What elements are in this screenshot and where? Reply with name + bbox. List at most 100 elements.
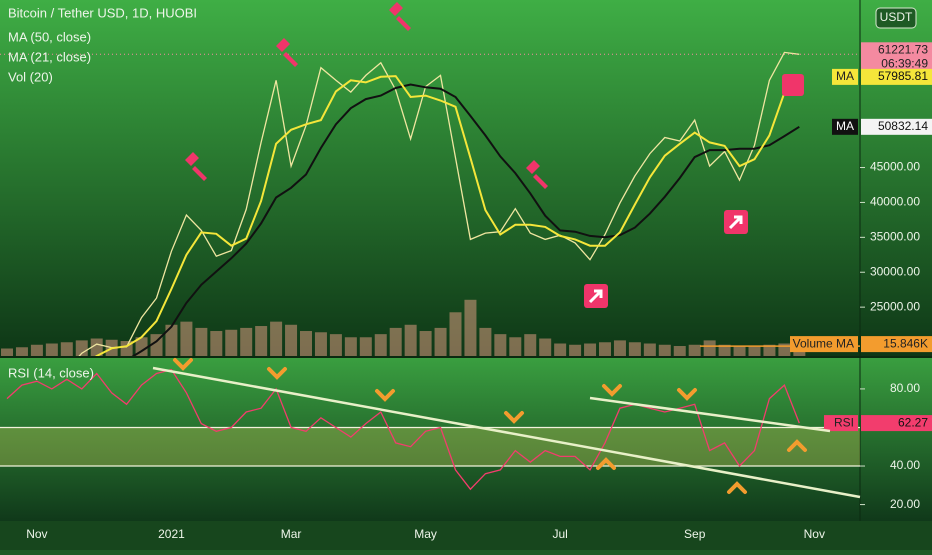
volume-ma-tag: Volume MA — [793, 336, 854, 350]
volume-bar — [1, 348, 13, 356]
annotations — [152, 2, 861, 499]
series-tag: RSI — [834, 415, 854, 429]
series-tag-box — [832, 118, 858, 135]
volume-bar — [613, 340, 626, 356]
rsi-band — [0, 427, 860, 467]
series-line — [78, 51, 800, 356]
volume-ma-value: 15.846K — [883, 336, 928, 350]
series-last-value-box — [861, 415, 932, 432]
x-tick-label: Mar — [281, 527, 302, 541]
series-last-value: 62.27 — [898, 415, 928, 429]
y-tick-label: 25000.00 — [870, 299, 920, 313]
x-tick-label: Nov — [804, 527, 825, 541]
rsi-pane — [0, 357, 932, 521]
hammer — [276, 38, 298, 67]
volume-bar — [673, 346, 686, 356]
y-tick-label: 80.00 — [890, 381, 920, 395]
hammer-icons — [185, 2, 548, 189]
volume-bar — [569, 344, 582, 356]
x-tick-label: Nov — [26, 527, 47, 541]
arrow — [588, 289, 603, 304]
x-tick-label: Jul — [552, 527, 567, 541]
volume-bar — [464, 299, 477, 356]
chevron-up — [787, 439, 807, 452]
time-axis — [0, 521, 932, 550]
volume-bar — [30, 344, 43, 356]
series-tag-box — [832, 68, 858, 85]
currency: USDT — [880, 10, 913, 24]
plot: 25000.00 30000.00 35000.00 40000.00 45000.00… — [0, 29, 932, 541]
series-tag: MA — [836, 119, 854, 133]
y-tick-label: 30000.00 — [870, 264, 920, 278]
trend-line — [589, 396, 831, 433]
hammer — [389, 2, 411, 31]
currency-badge — [875, 7, 917, 29]
volume-ma-value-box — [861, 336, 932, 353]
volume-bar — [688, 344, 701, 356]
y-tick-label: 40000.00 — [870, 195, 920, 209]
last-price-box — [861, 42, 932, 73]
trend-line — [152, 366, 861, 499]
volume-bar — [90, 338, 103, 356]
legend-entry: MA (21, close) — [8, 49, 91, 64]
volume-bar — [255, 326, 268, 356]
volume-bar — [344, 337, 357, 356]
volume-bar — [643, 343, 656, 356]
price-pane — [0, 0, 932, 357]
series-tag-box — [824, 415, 858, 432]
volume-bar — [524, 334, 537, 356]
volume-bar — [718, 344, 731, 356]
volume-bar — [225, 329, 238, 356]
volume-bar — [494, 334, 507, 356]
arrow-badges — [584, 74, 804, 308]
chevrons — [173, 358, 807, 494]
volume-bar — [599, 342, 611, 356]
volume-bar — [45, 343, 58, 356]
volume-bar — [479, 327, 492, 356]
hammer — [526, 160, 548, 189]
y-tick-label: 20.00 — [890, 497, 920, 511]
chevron-down — [504, 411, 524, 424]
volume-bar — [389, 327, 402, 356]
volume-bar — [195, 327, 208, 356]
volume-bar — [15, 347, 28, 356]
volume-bar — [419, 331, 432, 356]
series-last-value: 50832.14 — [878, 119, 928, 133]
x-tick-label: Sep — [684, 527, 706, 541]
volume-bar — [449, 312, 462, 356]
chevron-down — [375, 389, 395, 402]
series-last-value-box — [861, 68, 932, 85]
chart-title: Bitcoin / Tether USD, 1D, HUOBI — [8, 5, 197, 20]
y-tick-label: 35000.00 — [870, 230, 920, 244]
volume-bar — [329, 334, 342, 356]
volume-bar — [404, 324, 417, 356]
volume-bar — [554, 343, 567, 356]
series-tag: MA — [836, 69, 854, 83]
volume-bar — [434, 327, 447, 356]
volume-bar — [180, 321, 193, 356]
volume-bar — [270, 321, 283, 356]
chevron-down — [267, 367, 287, 380]
x-tick-label: 2021 — [158, 527, 185, 541]
chevron-down — [173, 358, 193, 371]
volume-bar — [584, 343, 597, 356]
series-line — [6, 368, 800, 491]
legend-entry: Vol (20) — [8, 69, 53, 84]
y-tick-label: 45000.00 — [870, 160, 920, 174]
volume-bar — [374, 334, 387, 356]
volume-bar — [285, 324, 298, 356]
volume-bar — [135, 337, 148, 356]
volume-bar — [748, 346, 761, 356]
x-tick-label: May — [414, 527, 437, 541]
chevron-up — [596, 457, 616, 470]
volume-bar — [210, 331, 223, 356]
volume-bar — [240, 327, 253, 356]
chevron-down — [677, 388, 697, 401]
arrow-badge — [782, 74, 804, 96]
volume-bar — [300, 331, 312, 356]
volume-bar — [628, 342, 641, 356]
chevron-up — [727, 481, 747, 494]
y-tick-label: 40.00 — [890, 458, 920, 472]
